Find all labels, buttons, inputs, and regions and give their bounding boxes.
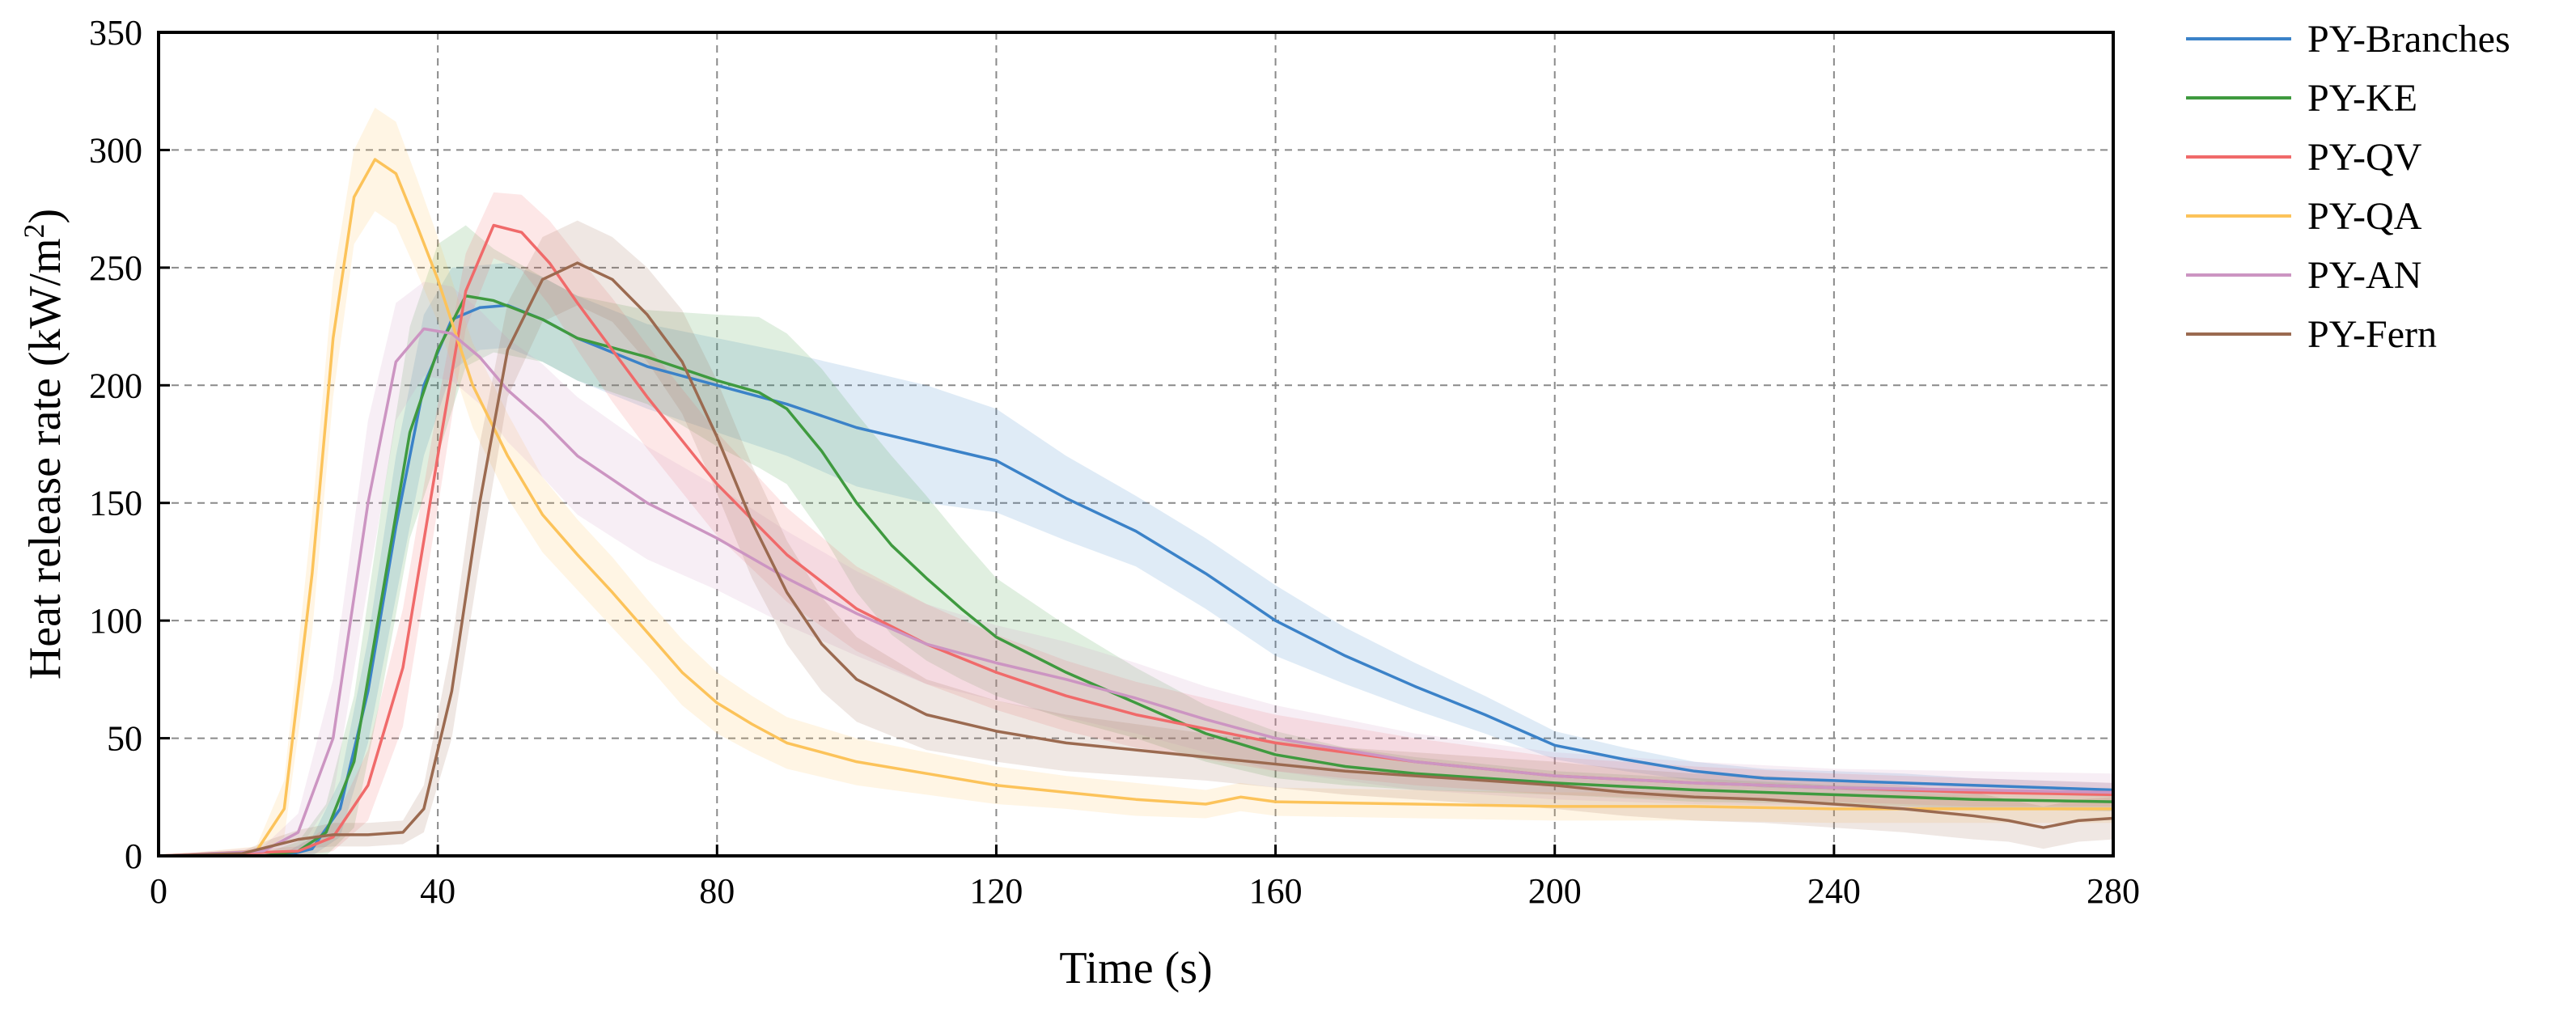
y-tick-label: 300	[89, 130, 142, 170]
gridlines	[159, 32, 2113, 856]
y-tick-label: 150	[89, 484, 142, 523]
series-lines	[158, 158, 2114, 857]
x-tick-label: 120	[969, 871, 1023, 911]
series-band-3	[159, 108, 2113, 856]
confidence-bands	[159, 108, 2113, 857]
series-band-0	[159, 263, 2113, 856]
legend: PY-Branches PY-KE PY-QV PY-QA PY-AN PY-Fern	[2186, 18, 2510, 356]
legend-label: PY-Fern	[2307, 313, 2437, 356]
y-tick-label: 0	[125, 836, 142, 876]
legend-label: PY-AN	[2307, 254, 2421, 297]
y-tick-label: 100	[89, 601, 142, 641]
series-band-1	[159, 225, 2113, 856]
series-band-5	[159, 220, 2113, 857]
legend-label: PY-QA	[2307, 195, 2422, 238]
y-tick-label: 350	[89, 13, 142, 53]
x-tick-label: 0	[150, 871, 167, 911]
series-line-4	[158, 327, 2114, 857]
x-tick-label: 160	[1249, 871, 1303, 911]
series-line-5	[158, 261, 2114, 857]
plot-frame	[157, 31, 2115, 857]
x-tick-label: 280	[2087, 871, 2140, 911]
x-tick-label: 80	[699, 871, 735, 911]
series-line-0	[159, 303, 2114, 857]
y-axis-title: Heat release rate (kW/m2)	[18, 209, 70, 680]
axis-ticks: 0 40 80 120 160 200 240 280 0 50 100 150 200 250 300 35…	[89, 13, 2140, 911]
x-tick-label: 40	[420, 871, 455, 911]
y-tick-label: 250	[89, 248, 142, 288]
series-line-3	[158, 158, 2113, 857]
legend-label: PY-Branches	[2307, 18, 2510, 61]
x-tick-label: 200	[1528, 871, 1582, 911]
legend-label: PY-KE	[2307, 77, 2417, 120]
x-tick-label: 240	[1807, 871, 1861, 911]
y-tick-label: 200	[89, 366, 142, 405]
y-tick-label: 50	[107, 719, 142, 759]
legend-label: PY-QV	[2307, 136, 2422, 179]
series-line-1	[159, 294, 2114, 857]
x-axis-title: Time (s)	[1059, 943, 1212, 993]
